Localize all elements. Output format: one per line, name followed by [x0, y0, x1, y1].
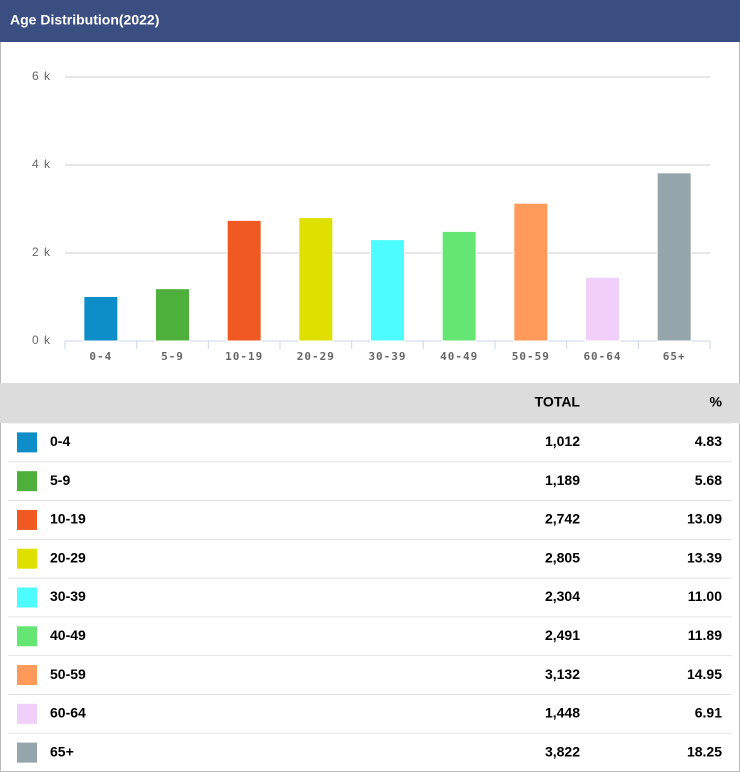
- x-tick-label: 60-64: [583, 350, 621, 363]
- column-header: TOTAL: [535, 394, 581, 410]
- x-tick-label: 10-19: [225, 350, 263, 363]
- row-label: 65+: [50, 743, 74, 759]
- cell: 3,822: [545, 743, 580, 759]
- bar: [656, 172, 692, 342]
- column-header: %: [710, 394, 723, 410]
- x-tick-label: 30-39: [368, 350, 406, 363]
- cell: 6.91: [695, 705, 722, 721]
- table-header: [0, 383, 740, 423]
- bar: [83, 295, 119, 342]
- cell: 2,491: [545, 627, 580, 643]
- row-label: 30-39: [50, 588, 86, 604]
- cell: 1,189: [545, 472, 580, 488]
- legend-swatch: [17, 471, 37, 492]
- row-label: 0-4: [50, 433, 70, 449]
- cell: 13.09: [687, 511, 722, 527]
- cell: 11.89: [688, 627, 722, 643]
- row-label: 20-29: [50, 549, 86, 565]
- chart-title: Age Distribution(2022): [10, 12, 159, 28]
- legend-swatch: [17, 703, 37, 724]
- x-tick-label: 65+: [663, 350, 686, 363]
- bar: [155, 288, 190, 342]
- cell: 1,448: [545, 705, 580, 721]
- bar: [370, 239, 405, 342]
- row-label: 40-49: [50, 627, 86, 643]
- legend-swatch: [17, 432, 37, 453]
- cell: 2,805: [545, 549, 580, 565]
- y-tick-label: 6 k: [32, 69, 51, 83]
- x-tick-label: 20-29: [297, 350, 335, 363]
- bar: [441, 230, 477, 342]
- y-tick-label: 4 k: [32, 157, 51, 171]
- legend-swatch: [17, 742, 37, 763]
- cell: 3,132: [545, 666, 580, 682]
- bar: [226, 219, 262, 342]
- cell: 2,304: [545, 588, 580, 604]
- y-tick-label: 0 k: [32, 333, 51, 347]
- y-tick-label: 2 k: [32, 245, 51, 259]
- row-label: 10-19: [50, 511, 86, 527]
- header-bar: [0, 0, 740, 42]
- bar: [585, 276, 620, 342]
- x-tick-label: 5-9: [161, 350, 184, 363]
- legend-swatch: [17, 665, 37, 686]
- legend-swatch: [17, 548, 37, 569]
- row-label: 60-64: [50, 705, 86, 721]
- bar: [513, 202, 549, 342]
- bar: [298, 217, 334, 342]
- row-label: 50-59: [50, 666, 86, 682]
- cell: 13.39: [687, 549, 722, 565]
- x-tick-label: 0-4: [89, 350, 112, 363]
- cell: 11.00: [688, 588, 722, 604]
- legend-swatch: [17, 509, 37, 530]
- cell: 14.95: [687, 666, 722, 682]
- row-label: 5-9: [50, 472, 70, 488]
- cell: 18.25: [687, 743, 722, 759]
- x-tick-label: 50-59: [512, 350, 550, 363]
- cell: 1,012: [545, 433, 580, 449]
- cell: 5.68: [695, 472, 722, 488]
- legend-swatch: [17, 587, 37, 608]
- cell: 4.83: [695, 433, 722, 449]
- x-tick-label: 40-49: [440, 350, 478, 363]
- legend-swatch: [17, 626, 37, 647]
- cell: 2,742: [545, 511, 580, 527]
